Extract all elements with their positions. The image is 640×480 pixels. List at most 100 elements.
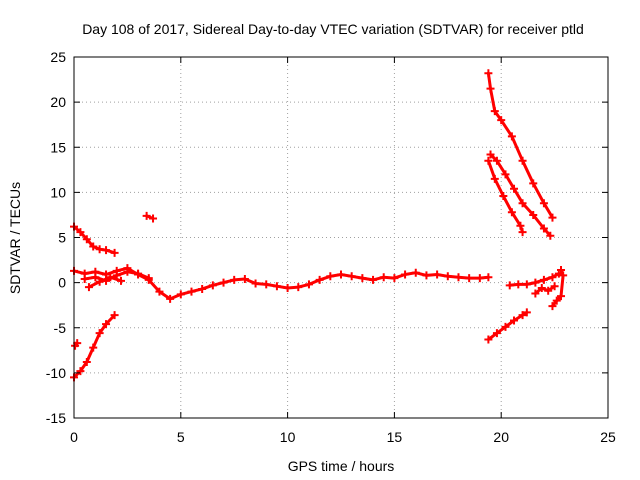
data-point [208,281,217,290]
data-point [518,311,527,320]
grid-lines [74,57,608,418]
series-arc-main-1 [70,264,493,303]
x-tick-label: 15 [387,429,403,445]
y-tick-label: 15 [50,139,66,155]
data-point [219,278,228,287]
y-tick-label: 5 [58,230,66,246]
data-point [369,275,378,284]
data-point [518,199,527,208]
data-point [337,270,345,279]
series-arc-main-3 [84,273,125,292]
data-point [510,184,519,193]
data-point [155,287,164,296]
x-tick-label: 25 [600,429,616,445]
series-arc-main-2 [80,267,153,285]
y-tick-label: 25 [50,49,66,65]
data-point [149,214,158,223]
series-arc-late-neg [484,308,531,344]
data-point [110,311,119,320]
series-arc-late-low-up [484,156,527,237]
data-point [76,367,85,376]
data-point [544,286,553,295]
series-line [489,153,552,238]
data-point [559,271,568,280]
data-point [514,280,523,289]
data-point [531,278,540,287]
data-point [537,284,546,293]
data-point [510,316,519,325]
data-point [531,289,540,298]
data-point [492,156,501,165]
data-point [505,281,514,290]
data-point [522,280,531,289]
data-point [110,248,119,257]
data-point [176,290,185,299]
x-tick-label: 0 [70,429,78,445]
data-point [358,274,367,283]
data-point [548,213,557,222]
series-line [533,284,557,295]
data-point [315,275,324,284]
data-point [144,274,153,283]
data-point [89,343,98,352]
data-point [166,294,175,303]
data-point [294,283,303,292]
y-tick-label: 10 [50,184,66,200]
data-point [134,269,143,278]
data-point [102,246,111,255]
data-point [73,339,82,348]
x-tick-label: 10 [280,429,296,445]
data-point [82,358,91,367]
data-point [251,279,260,288]
series-arc-late-mid [486,150,555,240]
data-point [230,275,239,284]
data-point [91,273,100,282]
data-point [486,84,495,93]
y-tick-label: 20 [50,94,66,110]
y-tick-label: -5 [54,320,67,336]
data-point [283,284,292,293]
data-point [76,228,85,237]
data-point [484,156,493,165]
data-point [433,270,442,279]
data-point [518,228,527,237]
y-tick-labels: -15 -10 -5 0 5 10 15 20 25 [46,49,66,426]
series-point-mid [142,211,158,223]
data-point [443,272,452,281]
data-point [529,179,538,188]
chart-title: Day 108 of 2017, Sidereal Day-to-day VTE… [82,21,584,37]
series-arc-late-tail [531,282,559,298]
series-arc-high-morning [70,222,119,257]
data-point [518,156,527,165]
data-point [401,270,410,279]
data-point [539,199,548,208]
series-arc-late-end [548,265,568,311]
data-point [262,280,271,289]
data-point [497,116,506,125]
data-point [475,274,484,283]
data-point [411,268,420,277]
data-point [484,69,493,78]
y-axis-label: SDTVAR / TECUs [7,182,23,294]
data-point [95,329,104,338]
data-point [539,224,548,233]
data-point [379,273,388,282]
data-point [548,302,557,311]
series-line [486,71,554,220]
data-point [106,273,115,282]
data-point [539,275,548,284]
data-point [557,292,566,301]
y-tick-label: -10 [46,365,66,381]
data-point [82,235,91,244]
data-point [501,322,510,331]
data-point [486,150,495,159]
data-point [484,335,493,344]
data-traces [70,69,568,382]
data-point [490,107,499,116]
data-point [529,210,538,219]
data-point [123,267,132,276]
data-point [80,275,89,284]
data-point [465,274,474,283]
data-point [116,276,125,285]
